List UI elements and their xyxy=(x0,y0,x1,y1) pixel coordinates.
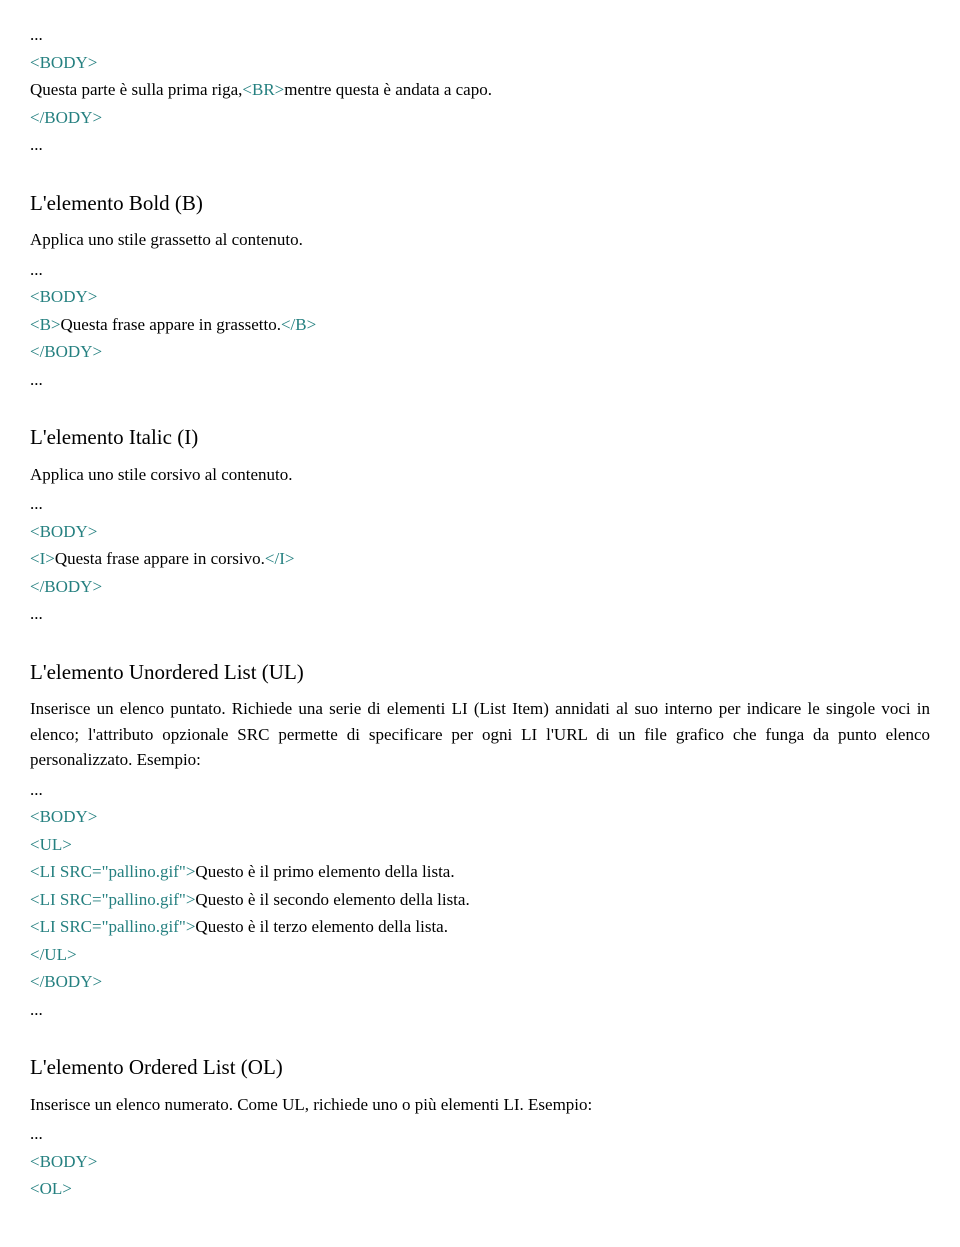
body-close-tag: </BODY> xyxy=(30,574,930,600)
br-example-line: Questa parte è sulla prima riga,<BR>ment… xyxy=(30,77,930,103)
body-open-tag: <BODY> xyxy=(30,284,930,310)
i-open-tag: <I> xyxy=(30,549,55,568)
section-br-example: ... <BODY> Questa parte è sulla prima ri… xyxy=(30,22,930,158)
text-part1: Questa parte è sulla prima riga, xyxy=(30,80,242,99)
b-close-tag: </B> xyxy=(281,315,316,334)
ellipsis: ... xyxy=(30,601,930,627)
li-tag-2: <LI SRC="pallino.gif"> xyxy=(30,890,195,909)
section-italic: L'elemento Italic (I) Applica uno stile … xyxy=(30,422,930,627)
body-close-tag: </BODY> xyxy=(30,339,930,365)
li-text-1: Questo è il primo elemento della lista. xyxy=(195,862,454,881)
ellipsis: ... xyxy=(30,777,930,803)
b-text: Questa frase appare in grassetto. xyxy=(61,315,281,334)
i-close-tag: </I> xyxy=(265,549,295,568)
text-part2: mentre questa è andata a capo. xyxy=(284,80,492,99)
li-line-1: <LI SRC="pallino.gif">Questo è il primo … xyxy=(30,859,930,885)
section-ol: L'elemento Ordered List (OL) Inserisce u… xyxy=(30,1052,930,1202)
ellipsis: ... xyxy=(30,22,930,48)
body-close-tag: </BODY> xyxy=(30,105,930,131)
li-text-3: Questo è il terzo elemento della lista. xyxy=(195,917,448,936)
desc-bold: Applica uno stile grassetto al contenuto… xyxy=(30,227,930,253)
section-ul: L'elemento Unordered List (UL) Inserisce… xyxy=(30,657,930,1023)
desc-ul: Inserisce un elenco puntato. Richiede un… xyxy=(30,696,930,773)
li-text-2: Questo è il secondo elemento della lista… xyxy=(195,890,469,909)
ellipsis: ... xyxy=(30,132,930,158)
ellipsis: ... xyxy=(30,997,930,1023)
section-bold: L'elemento Bold (B) Applica uno stile gr… xyxy=(30,188,930,393)
heading-ol: L'elemento Ordered List (OL) xyxy=(30,1052,930,1084)
body-open-tag: <BODY> xyxy=(30,50,930,76)
body-close-tag: </BODY> xyxy=(30,969,930,995)
li-line-2: <LI SRC="pallino.gif">Questo è il second… xyxy=(30,887,930,913)
br-tag: <BR> xyxy=(242,80,284,99)
li-tag-1: <LI SRC="pallino.gif"> xyxy=(30,862,195,881)
heading-ul: L'elemento Unordered List (UL) xyxy=(30,657,930,689)
bold-example-line: <B>Questa frase appare in grassetto.</B> xyxy=(30,312,930,338)
body-open-tag: <BODY> xyxy=(30,519,930,545)
heading-italic: L'elemento Italic (I) xyxy=(30,422,930,454)
b-open-tag: <B> xyxy=(30,315,61,334)
desc-italic: Applica uno stile corsivo al contenuto. xyxy=(30,462,930,488)
desc-ol: Inserisce un elenco numerato. Come UL, r… xyxy=(30,1092,930,1118)
heading-bold: L'elemento Bold (B) xyxy=(30,188,930,220)
ul-open-tag: <UL> xyxy=(30,832,930,858)
italic-example-line: <I>Questa frase appare in corsivo.</I> xyxy=(30,546,930,572)
ellipsis: ... xyxy=(30,257,930,283)
li-tag-3: <LI SRC="pallino.gif"> xyxy=(30,917,195,936)
ol-open-tag: <OL> xyxy=(30,1176,930,1202)
ul-close-tag: </UL> xyxy=(30,942,930,968)
body-open-tag: <BODY> xyxy=(30,804,930,830)
li-line-3: <LI SRC="pallino.gif">Questo è il terzo … xyxy=(30,914,930,940)
ellipsis: ... xyxy=(30,1121,930,1147)
ellipsis: ... xyxy=(30,491,930,517)
ellipsis: ... xyxy=(30,367,930,393)
body-open-tag: <BODY> xyxy=(30,1149,930,1175)
i-text: Questa frase appare in corsivo. xyxy=(55,549,265,568)
